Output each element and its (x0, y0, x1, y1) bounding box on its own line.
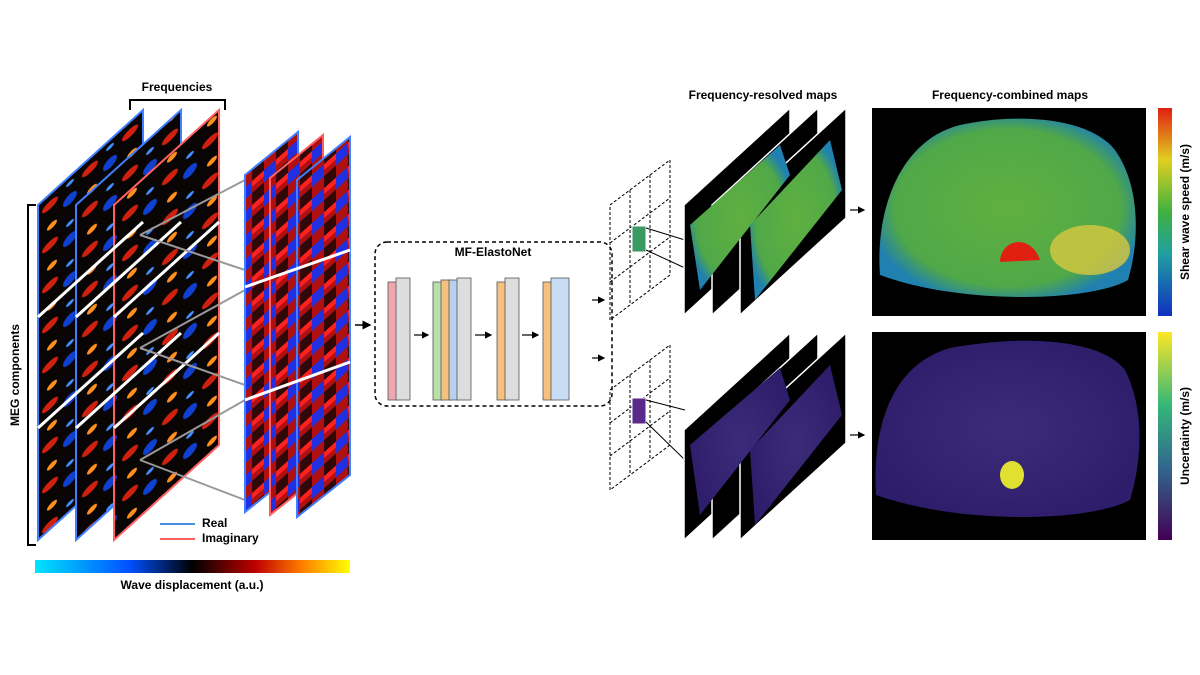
hotspot (1000, 242, 1040, 262)
components-label: MEG components (8, 324, 22, 426)
colorbar (1158, 332, 1172, 540)
colorbar-label: Wave displacement (a.u.) (121, 578, 264, 592)
bracket (129, 99, 226, 110)
speed-colorbar-label: Shear wave speed (m/s) (1178, 144, 1192, 280)
bracket (27, 204, 36, 546)
tissue (690, 368, 790, 515)
wave-stack (36, 107, 246, 543)
uncertainty-colorbar-label: Uncertainty (m/s) (1178, 387, 1192, 485)
frequencies-label: Frequencies (142, 80, 213, 94)
network-title: MF-ElastoNet (455, 245, 532, 259)
colorbar (35, 560, 350, 573)
wave-slice (113, 107, 220, 543)
zoom-line (139, 179, 246, 501)
voxel (631, 397, 647, 425)
layer (550, 277, 570, 401)
hotspot (1000, 461, 1024, 489)
row-divider (36, 220, 221, 430)
tissue (750, 140, 842, 300)
voxel (631, 225, 647, 253)
tissue (750, 365, 842, 525)
layer (456, 277, 472, 401)
layer (395, 277, 411, 401)
network-box (374, 241, 613, 407)
layer (504, 277, 520, 401)
hotspot (1050, 225, 1130, 275)
colorbar (1158, 108, 1172, 316)
tissue (690, 145, 790, 290)
row-divider (244, 248, 351, 402)
link (645, 227, 686, 461)
patch (296, 134, 351, 520)
resolved-stack (683, 106, 847, 542)
layers (387, 277, 570, 401)
combined-title: Frequency-combined maps (932, 88, 1088, 102)
resolved-title: Frequency-resolved maps (689, 88, 838, 102)
grid (609, 159, 671, 491)
legend-imaginary: Imaginary (202, 531, 259, 545)
patch-stack (244, 129, 351, 520)
grid-top (609, 159, 671, 321)
legend-real: Real (202, 516, 227, 530)
arrows (414, 206, 866, 439)
uncertainty-map (875, 340, 1140, 518)
